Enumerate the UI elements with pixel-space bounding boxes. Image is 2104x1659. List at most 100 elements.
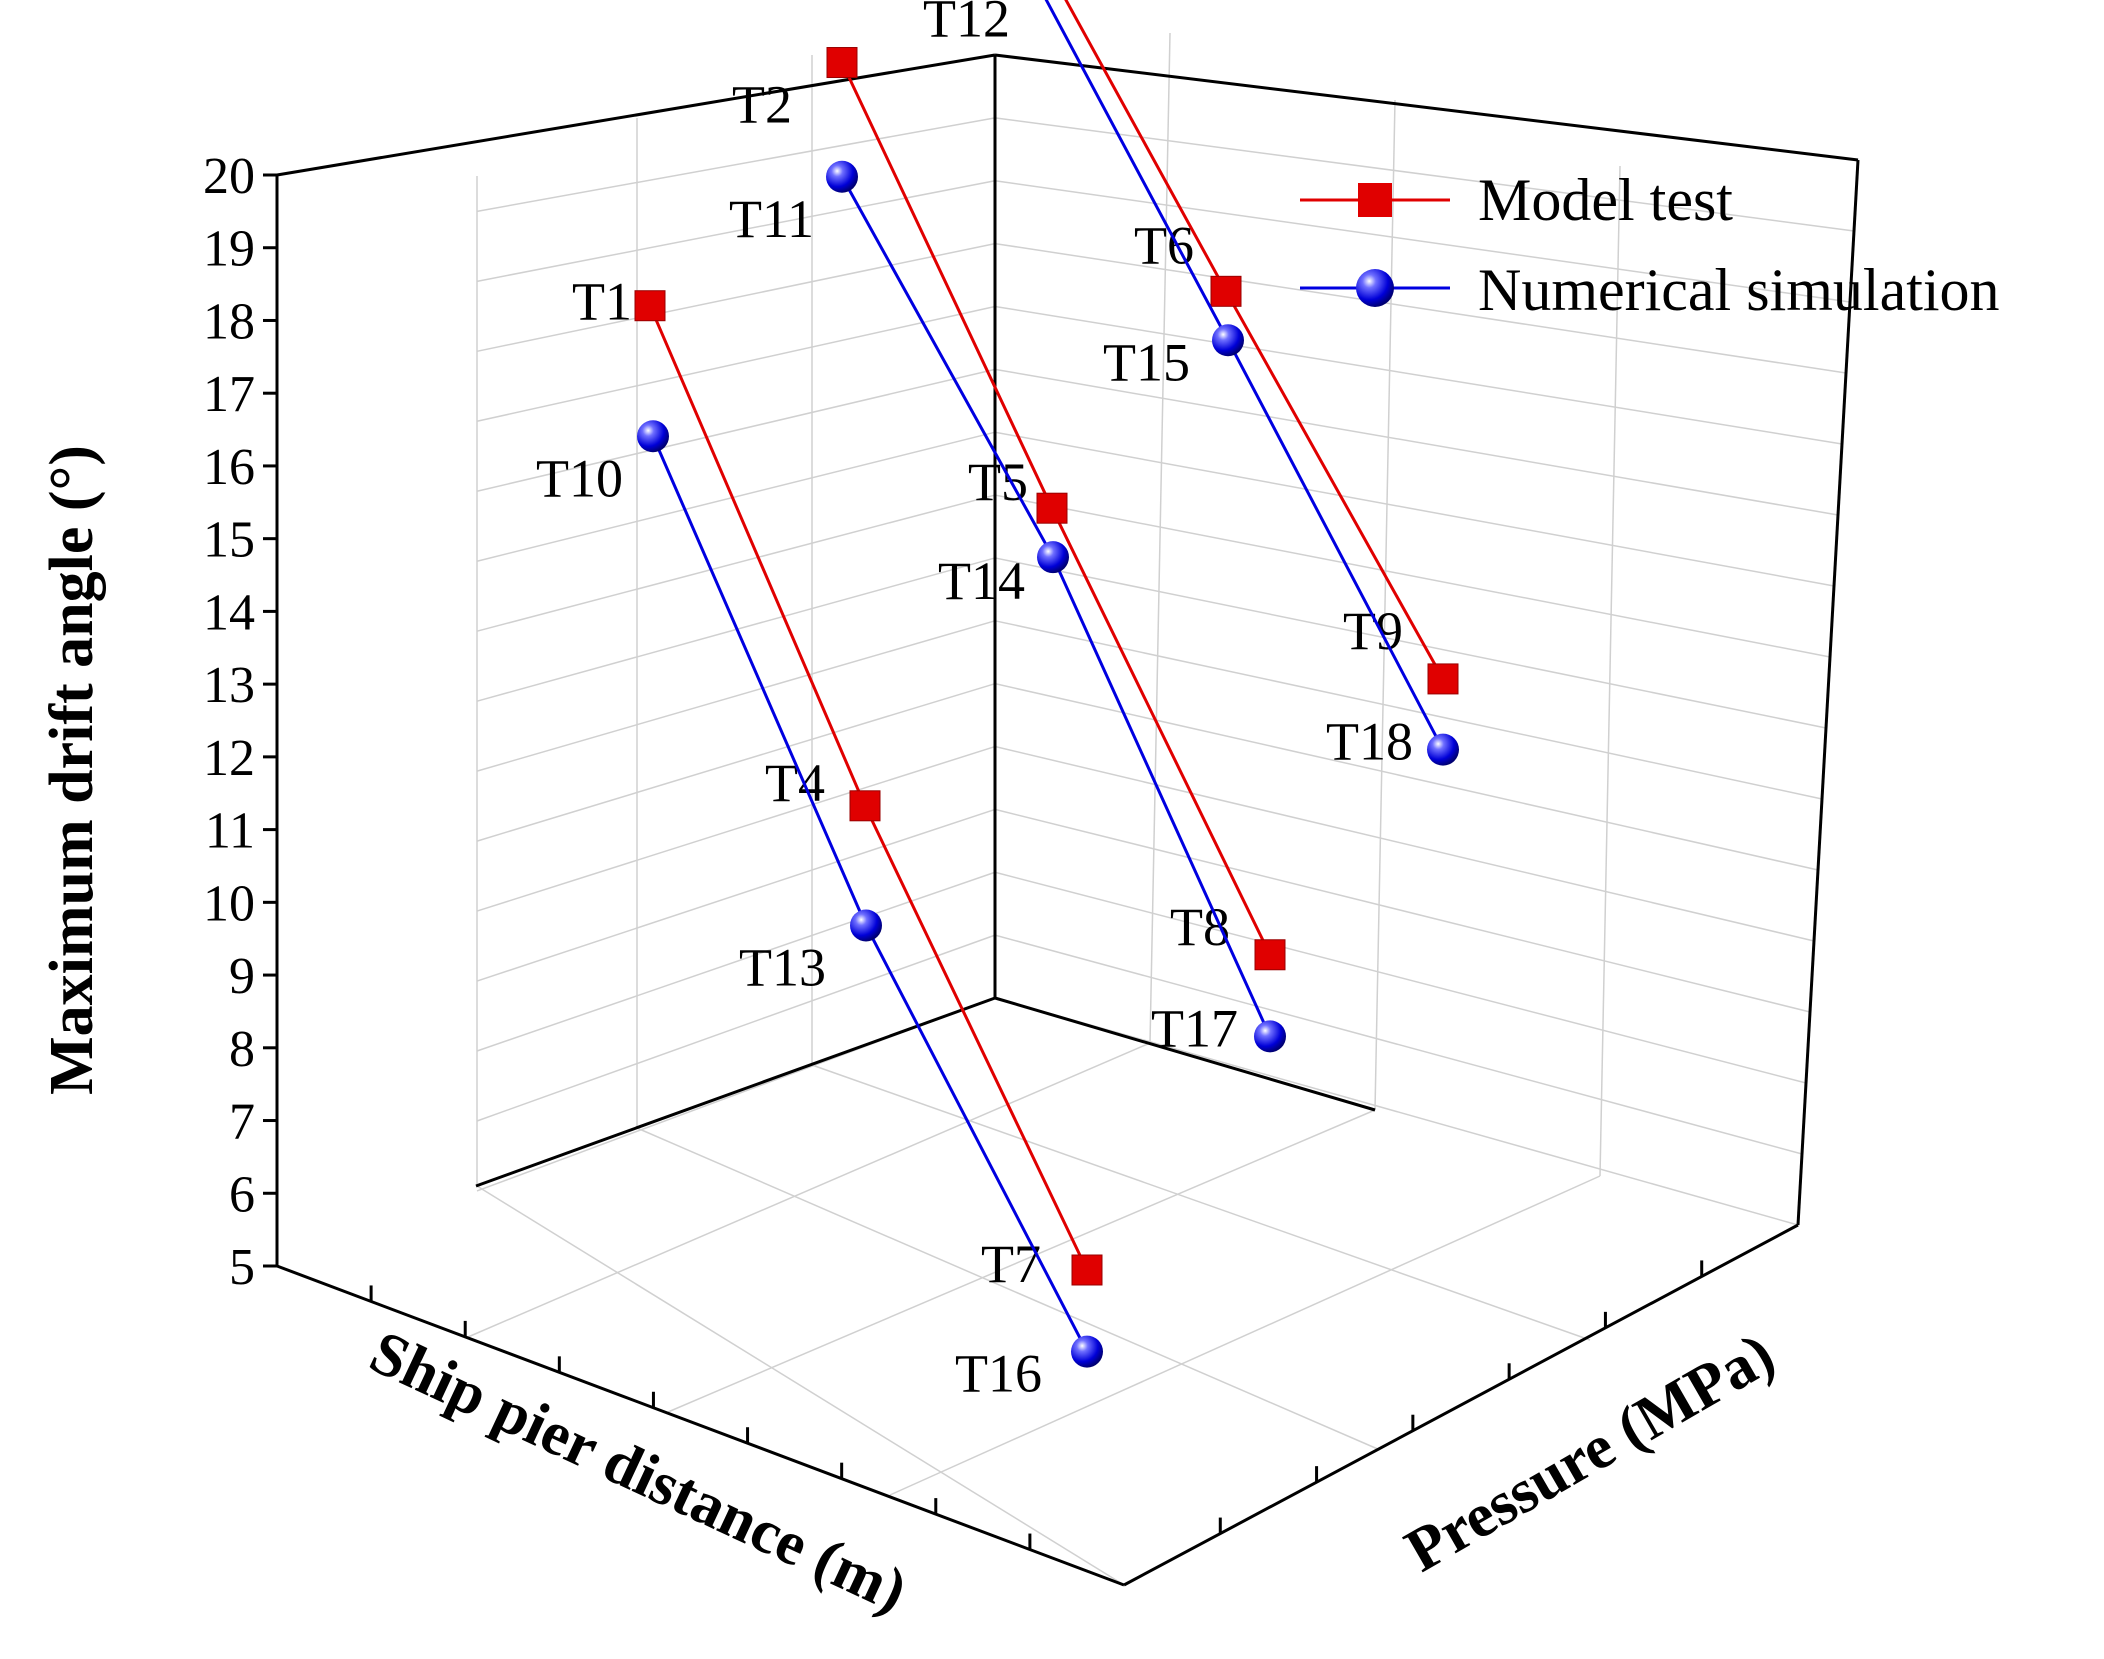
data-point-sphere [826,160,858,193]
grid-line-left-wall [476,682,996,842]
grid-line-floor [467,1042,1151,1338]
legend-square-marker [1358,183,1392,217]
z-tick-label: 5 [229,1239,255,1296]
grid-line-right-wall [994,997,1799,1226]
grid-lines [467,32,1859,1586]
y-axis-line [1123,1223,1799,1587]
point-label-t14: T14 [938,551,1025,611]
grid-line-left-wall [476,871,996,1052]
grid-line-floor [889,1175,1601,1496]
y-axis-title: Pressure (MPa) [1394,1320,1785,1585]
grid-line-left-wall [476,117,996,213]
point-label-t1: T1 [572,272,632,332]
grid-line-left-wall [476,431,996,562]
x-axis-line [276,1264,1125,1587]
grid-line-left-wall [476,368,996,492]
back-floor-left-edge [475,996,996,1188]
z-tick-label: 12 [203,730,255,787]
grid-line-left-wall [476,808,996,982]
data-point-square [1427,663,1459,695]
legend: Model test Numerical simulation [1300,167,2000,323]
z-tick-label: 15 [203,512,255,569]
data-point-sphere [1254,1020,1286,1053]
grid-line-left-wall [476,745,996,912]
grid-line-floor [811,1064,1591,1341]
data-point-square [826,47,858,79]
z-tick-label: 17 [203,366,255,423]
point-label-t11: T11 [729,189,814,249]
z-tick-labels: 5 6 7 8 9 10 11 12 13 14 15 16 17 18 19 20 [203,148,255,1296]
series-line-model-test [648,305,1089,1271]
grid-line-left-wall [476,179,996,283]
data-series: T1T2T3T4T5T6T7T8T9T10T11T12T13T14T15T16T… [536,0,1459,1404]
z-tick-label: 10 [203,875,255,932]
grid-line-right-wall [994,305,1843,445]
grid-line-right-wall [994,431,1835,587]
grid-line-right-wall [994,494,1831,658]
legend-label-numerical-simulation: Numerical simulation [1478,257,2000,323]
grid-line-right-wall [994,557,1827,729]
point-label-t2: T2 [732,75,792,135]
right-vertical-edge [1796,159,1860,1226]
x-axis-title: Ship pier distance (m) [360,1318,917,1626]
z-tick-label: 19 [203,221,255,278]
grid-line-right-wall [994,620,1823,800]
z-tick-label: 18 [203,293,255,350]
point-label-t16: T16 [955,1344,1042,1404]
z-tick-label: 6 [229,1166,255,1223]
point-label-t17: T17 [1151,998,1238,1058]
point-label-t18: T18 [1326,712,1413,772]
grid-line-right-wall [994,745,1815,942]
grid-line-right-wall [994,242,1847,374]
point-label-t13: T13 [739,937,826,997]
grid-line-vertical [1374,99,1396,1111]
grid-line-right-wall [994,808,1811,1013]
grid-line-left-wall [476,242,996,353]
data-point-square [634,290,666,322]
grid-line-left-wall [476,934,996,1122]
data-point-square [1036,492,1068,524]
legend-item-model-test: Model test [1300,167,1733,233]
z-tick-label: 13 [203,657,255,714]
grid-line-right-wall [994,179,1851,303]
point-label-t10: T10 [536,448,623,508]
grid-line-floor [476,1185,1125,1586]
data-point-sphere [637,420,669,453]
point-label-t12: T12 [923,0,1010,48]
grid-line-vertical [1149,32,1171,1044]
point-label-t9: T9 [1343,601,1403,661]
z-tick-label: 16 [203,439,255,496]
data-point-sphere [1427,733,1459,766]
grid-line-left-wall [476,494,996,632]
back-floor-right-edge [994,996,1376,1112]
grid-line-right-wall [994,871,1807,1084]
point-label-t15: T15 [1103,332,1190,392]
legend-label-model-test: Model test [1478,167,1733,233]
grid-line-right-wall [994,368,1839,516]
data-point-square [849,790,881,822]
data-point-square [1210,275,1242,307]
point-label-t6: T6 [1134,215,1194,275]
grid-line-right-wall [994,682,1819,871]
legend-sphere-marker [1356,269,1394,307]
grid-line-left-wall [476,305,996,423]
back-top-left-edge [276,53,996,177]
z-tick-label: 9 [229,948,255,1005]
z-tick-label: 14 [203,584,255,641]
z-tick-label: 7 [229,1094,255,1151]
grid-line-vertical [1599,165,1621,1177]
grid-line-floor [667,1109,1376,1413]
axes-frame [275,53,1860,1587]
z-tick-label: 11 [205,803,255,860]
data-point-square [1071,1254,1103,1286]
back-top-right-edge [994,53,1859,162]
grid-line-floor [636,1127,1381,1451]
z-tick-label: 20 [203,148,255,205]
point-label-t5: T5 [968,452,1028,512]
data-point-sphere [1212,324,1244,357]
grid-line-left-wall [476,620,996,772]
z-tick-label: 8 [229,1021,255,1078]
data-point-sphere [1037,541,1069,574]
data-point-sphere [1071,1335,1103,1368]
